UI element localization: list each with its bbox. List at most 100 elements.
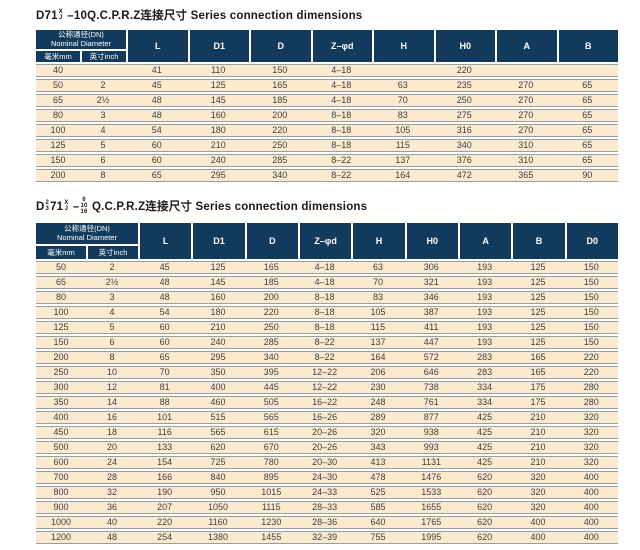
table-cell: 1160 [191, 516, 245, 529]
table-cell: 1765 [404, 516, 458, 529]
series-d71-multi-pressure-dimensions-table: 公称通径(DN) Nominal Diameter L D1 D Z–φd H … [36, 221, 618, 546]
table-cell: 20–26 [297, 426, 352, 439]
table-row: 250 10 70 350 395 12–22 206 646 283 165 220 [36, 366, 618, 379]
table-cell: 877 [404, 411, 458, 424]
table-cell [495, 64, 557, 77]
table-cell: 12–22 [297, 381, 352, 394]
table-cell: 310 [495, 154, 557, 167]
table-cell: 20–30 [297, 456, 352, 469]
table-cell: 280 [564, 396, 618, 409]
table-cell: 400 [191, 381, 245, 394]
table-cell: 210 [511, 426, 565, 439]
table-cell: 2 [86, 261, 138, 274]
table-cell: 478 [351, 471, 405, 484]
table-cell: 615 [244, 426, 298, 439]
table-cell: 125 [511, 321, 565, 334]
table-row: 600 24 154 725 780 20–30 413 1131 425 210 320 [36, 456, 618, 469]
table-cell: 411 [404, 321, 458, 334]
table-row: 65 2½ 48 145 185 4–18 70 250 270 65 [36, 94, 618, 107]
table-cell: 343 [351, 441, 405, 454]
table-row: 200 8 65 295 340 8–22 164 472 365 90 [36, 169, 618, 182]
table-cell: 90 [556, 169, 618, 182]
table-cell: 24–33 [297, 486, 352, 499]
table-cell: 1533 [404, 486, 458, 499]
table-cell: 400 [564, 516, 618, 529]
table-cell: 350 [191, 366, 245, 379]
table-cell [556, 64, 618, 77]
table-cell: 8 [86, 351, 138, 364]
table-cell: 321 [404, 276, 458, 289]
table-cell: 65 [126, 169, 188, 182]
table-cell: 83 [372, 109, 434, 122]
col-Z-phi-d: Z–φd [297, 223, 352, 259]
table-cell: 300 [36, 381, 86, 394]
table-cell: 4 [86, 306, 138, 319]
table-cell: 346 [404, 291, 458, 304]
table-row: 150 6 60 240 285 8–22 137 447 193 125 150 [36, 336, 618, 349]
table-cell: 81 [138, 381, 192, 394]
table-cell: 2½ [86, 276, 138, 289]
table-cell: 8–22 [310, 169, 372, 182]
table-cell: 334 [457, 396, 512, 409]
table-cell: 125 [36, 139, 80, 152]
table-cell: 165 [244, 261, 298, 274]
table-cell: 400 [511, 516, 565, 529]
table-cell [372, 64, 434, 77]
table-row: 1200 48 254 1380 1455 32–39 755 1995 620 400 400 [36, 531, 618, 544]
table-cell: 133 [138, 441, 192, 454]
col-A: A [457, 223, 512, 259]
table-cell: 150 [564, 321, 618, 334]
title-text: – [69, 201, 80, 214]
col-D1: D1 [187, 30, 249, 62]
table-header: 公称通径(DN) Nominal Diameter L D1 D Z–φd H … [36, 223, 618, 259]
table-cell: 700 [36, 471, 86, 484]
table-cell: 150 [249, 64, 311, 77]
table-cell: 572 [404, 351, 458, 364]
table-cell: 65 [556, 154, 618, 167]
table-cell: 45 [138, 261, 192, 274]
title-text: D71 [36, 10, 58, 22]
table-cell: 80 [36, 291, 86, 304]
table-cell: 400 [36, 411, 86, 424]
table-cell: 105 [351, 306, 405, 319]
table-cell: 395 [244, 366, 298, 379]
title-text: D [36, 201, 45, 214]
table-cell: 447 [404, 336, 458, 349]
table-cell: 1000 [36, 516, 86, 529]
table-cell: 4–18 [310, 79, 372, 92]
table-cell: 210 [511, 411, 565, 424]
title-text: Q.C.P.R.Z连接尺寸 Series connection dimensio… [88, 201, 368, 214]
table-cell: 289 [351, 411, 405, 424]
table-row: 125 5 60 210 250 8–18 115 411 193 125 150 [36, 321, 618, 334]
table-cell: 145 [187, 94, 249, 107]
table-cell: 320 [564, 411, 618, 424]
table-cell: 185 [244, 276, 298, 289]
table-cell: 145 [191, 276, 245, 289]
table-cell: 8–18 [297, 321, 352, 334]
table-cell: 1015 [244, 486, 298, 499]
table-cell: 585 [351, 501, 405, 514]
table-row: 40 41 110 150 4–18 220 [36, 64, 618, 77]
table-cell: 1131 [404, 456, 458, 469]
table-body: 40 41 110 150 4–18 220 50 2 45 125 165 4–18 63 235 270… [36, 64, 618, 182]
table-cell: 306 [404, 261, 458, 274]
title-stacked-designator: 6 10 16 [80, 197, 88, 215]
table-row: 1000 40 220 1160 1230 28–36 640 1765 620 400 400 [36, 516, 618, 529]
table-cell: 210 [191, 321, 245, 334]
table-cell: 160 [187, 109, 249, 122]
table-cell: 154 [138, 456, 192, 469]
table-cell: 50 [36, 79, 80, 92]
table-cell: 150 [564, 276, 618, 289]
table-cell: 65 [556, 139, 618, 152]
table-cell: 515 [191, 411, 245, 424]
table-cell: 340 [249, 169, 311, 182]
table-cell: 270 [495, 109, 557, 122]
col-H: H [372, 30, 434, 62]
table-cell: 600 [36, 456, 86, 469]
table-cell: 100 [36, 124, 80, 137]
col-D1: D1 [191, 223, 245, 259]
table-row: 350 14 88 460 505 16–22 248 761 334 175 280 [36, 396, 618, 409]
table-cell: 193 [457, 321, 512, 334]
